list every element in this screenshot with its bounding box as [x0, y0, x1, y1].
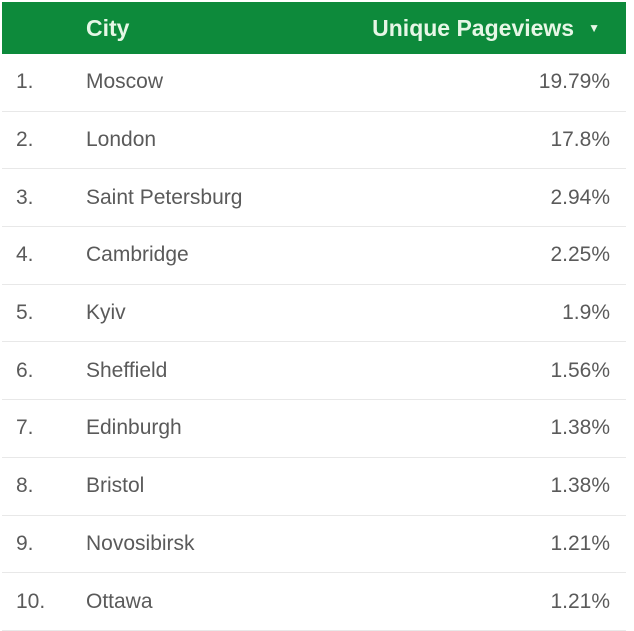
column-header-label: Unique Pageviews	[372, 14, 575, 41]
city-cell: Edinburgh	[86, 416, 182, 440]
table-row: 9. Novosibirsk 1.21%	[2, 516, 626, 574]
row-index: 2.	[16, 128, 34, 152]
table-row: 4. Cambridge 2.25%	[2, 227, 626, 285]
pageviews-cell: 2.25%	[550, 243, 610, 267]
column-header-unique-pageviews[interactable]: Unique Pageviews ▼	[372, 15, 600, 42]
row-index: 5.	[16, 301, 34, 325]
column-header-city[interactable]: City	[86, 14, 130, 41]
caret-down-icon[interactable]: ▼	[588, 21, 600, 35]
row-index: 6.	[16, 358, 34, 382]
row-index: 3.	[16, 185, 34, 209]
pageviews-cell: 2.94%	[550, 185, 610, 209]
pageviews-cell: 1.38%	[550, 416, 610, 440]
table-row: 5. Kyiv 1.9%	[2, 285, 626, 343]
table-body: 1. Moscow 19.79% 2. London 17.8% 3. Saint Peter…	[2, 54, 626, 631]
table-row: 6. Sheffield 1.56%	[2, 342, 626, 401]
pageviews-cell: 17.8%	[550, 128, 610, 152]
pageviews-cell: 1.9%	[562, 301, 610, 325]
pageviews-cell: 1.21%	[550, 531, 610, 555]
city-cell: Kyiv	[86, 301, 126, 325]
city-cell: Novosibirsk	[86, 531, 195, 555]
city-cell: Saint Petersburg	[86, 185, 243, 209]
city-cell: London	[86, 128, 157, 152]
city-cell: Sheffield	[86, 358, 168, 382]
pageviews-cell: 19.79%	[538, 70, 610, 94]
city-cell: Bristol	[86, 474, 145, 498]
pageviews-cell: 1.38%	[550, 474, 610, 498]
table-row: 3. Saint Petersburg 2.94%	[2, 169, 626, 228]
table-row: 10. Ottawa 1.21%	[2, 573, 626, 631]
table-row: 1. Moscow 19.79%	[2, 54, 626, 112]
row-index: 4.	[16, 243, 34, 267]
pageviews-cell: 1.56%	[550, 358, 610, 382]
row-index: 10.	[16, 589, 46, 613]
table-header: City Unique Pageviews ▼	[2, 2, 626, 54]
city-cell: Moscow	[86, 70, 164, 94]
row-index: 9.	[16, 531, 34, 555]
row-index: 8.	[16, 474, 34, 498]
row-index: 7.	[16, 416, 34, 440]
table-row: 7. Edinburgh 1.38%	[2, 400, 626, 458]
row-index: 1.	[16, 70, 34, 94]
table-row: 8. Bristol 1.38%	[2, 458, 626, 516]
table-row: 2. London 17.8%	[2, 112, 626, 170]
city-cell: Ottawa	[86, 589, 153, 613]
city-cell: Cambridge	[86, 243, 189, 267]
pageviews-cell: 1.21%	[550, 589, 610, 613]
